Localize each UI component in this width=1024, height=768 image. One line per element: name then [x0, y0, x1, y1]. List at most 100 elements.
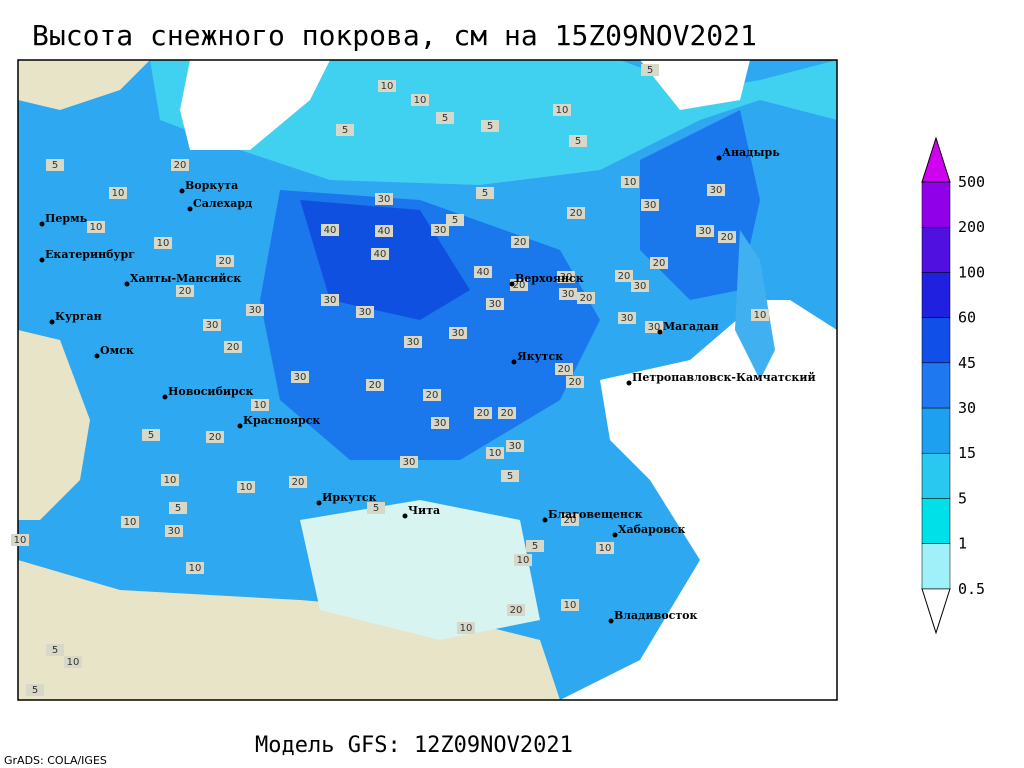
contour-label-box — [476, 187, 494, 199]
city-dot — [162, 394, 168, 400]
contour-label: 30 — [403, 457, 416, 468]
contour-label: 5 — [442, 113, 448, 124]
contour-label-box — [553, 104, 571, 116]
contour-label: 20 — [292, 477, 305, 488]
contour-label: 40 — [378, 226, 391, 237]
contour-label-box — [751, 309, 769, 321]
contour-label: 20 — [426, 390, 439, 401]
contour-label-box — [356, 306, 374, 318]
contour-label-box — [436, 112, 454, 124]
contour-label-box — [618, 312, 636, 324]
contour-label-box — [631, 280, 649, 292]
contour-label: 20 — [219, 256, 232, 267]
contour-label: 20 — [514, 237, 527, 248]
contour-label-box — [577, 292, 595, 304]
contour-label-box — [46, 159, 64, 171]
contour-label-box — [506, 440, 524, 452]
contour-label: 30 — [509, 441, 522, 452]
contour-label: 30 — [644, 200, 657, 211]
legend-segment — [921, 181, 951, 228]
city-label: Якутск — [517, 350, 563, 363]
contour-label-box — [718, 231, 736, 243]
contour-label: 5 — [482, 188, 488, 199]
footer: Модель GFS: 12Z09NOV2021 — [255, 733, 573, 758]
legend-label: 100 — [958, 263, 985, 281]
contour-label-box — [569, 135, 587, 147]
legend-segment — [921, 452, 951, 499]
legend-segment — [921, 543, 951, 590]
contour-label: 10 — [124, 517, 137, 528]
contour-label: 30 — [294, 372, 307, 383]
city-dot — [124, 281, 130, 287]
city-label: Екатеринбург — [45, 248, 135, 261]
contour-label: 30 — [434, 418, 447, 429]
city-dot — [179, 188, 185, 194]
contour-label: 10 — [112, 188, 125, 199]
contour-label: 20 — [510, 605, 523, 616]
contour-label-box — [46, 644, 64, 656]
city-label: Омск — [100, 344, 134, 357]
city-label: Салехард — [193, 197, 252, 210]
contour-label-box — [246, 304, 264, 316]
city-dot — [39, 257, 45, 263]
city-label: Пермь — [45, 212, 88, 225]
contour-label: 20 — [501, 408, 514, 419]
contour-label-box — [11, 534, 29, 546]
contour-label-box — [251, 399, 269, 411]
contour-label-box — [423, 389, 441, 401]
contour-label: 5 — [487, 121, 493, 132]
contour-label-box — [474, 266, 492, 278]
contour-label-box — [514, 554, 532, 566]
land — [18, 60, 150, 110]
contour-label: 20 — [513, 280, 526, 291]
contour-label: 30 — [699, 226, 712, 237]
city-dot — [657, 329, 663, 335]
legend-label: 60 — [958, 309, 976, 327]
legend-segment — [921, 272, 951, 318]
low-snow — [300, 500, 540, 640]
contour-label-box — [457, 622, 475, 634]
legend-segment — [921, 407, 951, 454]
deep-snow — [640, 110, 760, 300]
contour-label-box — [291, 371, 309, 383]
contour-label: 5 — [532, 541, 538, 552]
contour-label-box — [336, 124, 354, 136]
city-label: Воркута — [185, 179, 238, 192]
contour-label: 10 — [624, 177, 637, 188]
contour-label-box — [411, 94, 429, 106]
contour-label-box — [154, 237, 172, 249]
city-label: Верхоянск — [515, 272, 584, 285]
contour-label: 40 — [374, 249, 387, 260]
legend-segment — [921, 362, 951, 409]
contour-label: 30 — [452, 328, 465, 339]
contour-label-box — [567, 207, 585, 219]
contour-label-box — [431, 224, 449, 236]
contour-label: 10 — [556, 105, 569, 116]
contour-label-box — [555, 363, 573, 375]
contour-label-box — [371, 248, 389, 260]
contour-label: 5 — [148, 430, 154, 441]
contour-label-box — [87, 221, 105, 233]
contour-label: 20 — [580, 293, 593, 304]
contour-label: 5 — [452, 215, 458, 226]
contour-label-box — [641, 64, 659, 76]
contour-label: 30 — [378, 194, 391, 205]
contour-label: 30 — [249, 305, 262, 316]
contour-label-box — [64, 656, 82, 668]
city-dot — [608, 618, 614, 624]
contour-label: 20 — [209, 432, 222, 443]
contour-label: 10 — [460, 623, 473, 634]
contour-label-box — [378, 80, 396, 92]
contour-label: 5 — [175, 503, 181, 514]
contour-label-box — [486, 447, 504, 459]
contour-label-box — [206, 431, 224, 443]
city-label: Красноярск — [243, 414, 320, 427]
contour-label-box — [203, 319, 221, 331]
city-label: Владивосток — [614, 609, 698, 622]
contour-label-box — [557, 271, 575, 283]
contour-label-box — [169, 502, 187, 514]
legend-label: 1 — [958, 535, 967, 553]
